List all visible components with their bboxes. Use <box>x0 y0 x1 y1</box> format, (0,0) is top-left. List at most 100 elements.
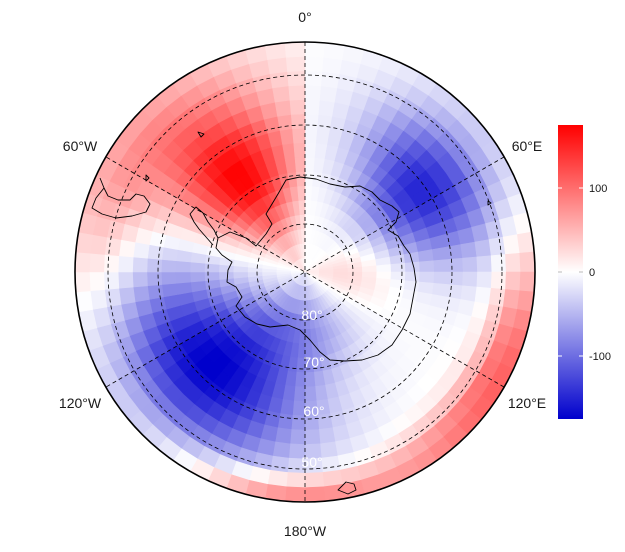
field-cell <box>462 256 478 273</box>
field-cell <box>304 156 316 173</box>
field-cell <box>285 472 306 488</box>
field-cell <box>277 114 293 131</box>
field-cell <box>269 71 290 89</box>
field-cell <box>502 234 521 255</box>
field-cell <box>304 113 320 130</box>
field-cell <box>272 441 291 459</box>
field-cell <box>502 289 521 310</box>
field-cell <box>304 472 325 488</box>
field-cell <box>490 271 507 290</box>
field-cell <box>160 271 177 285</box>
field-cell <box>404 271 421 283</box>
graticule <box>105 42 505 502</box>
field-cell <box>161 282 178 298</box>
peninsula-coastline <box>189 206 219 246</box>
field-cell <box>419 271 435 284</box>
field-cell <box>293 142 306 158</box>
field-cell <box>320 71 341 89</box>
field-cell <box>490 254 507 273</box>
field-cell <box>319 85 338 103</box>
field-cell <box>289 99 306 115</box>
field-cell <box>290 113 306 130</box>
colorbar-tick-neg100: -100 <box>589 351 611 363</box>
map-frame <box>74 41 536 503</box>
field-cell <box>320 455 341 473</box>
field-cell <box>104 287 122 308</box>
field-cell <box>298 199 306 216</box>
field-cell <box>132 271 148 288</box>
field-cell <box>269 455 290 473</box>
field-cell <box>319 441 338 459</box>
field-cell <box>294 371 306 388</box>
field-cell <box>294 156 306 173</box>
lon-label-0: 0° <box>298 9 311 25</box>
field-cell <box>304 328 312 345</box>
field-cell <box>89 271 105 292</box>
field-cell <box>304 99 321 115</box>
field-cell <box>304 142 317 158</box>
field-cell <box>417 249 435 263</box>
lon-label-120w: 120°W <box>59 395 102 411</box>
lon-label-60w: 60°W <box>63 138 98 154</box>
field-cell <box>476 271 493 289</box>
field-cell <box>460 241 478 259</box>
field-cell <box>314 384 328 402</box>
field-cell <box>132 241 150 259</box>
field-cell <box>267 469 288 488</box>
field-cell <box>433 259 450 273</box>
lat-label-50: 50° <box>301 454 322 470</box>
field-cell <box>295 171 306 187</box>
field-cell <box>322 469 343 488</box>
field-cell <box>282 142 296 160</box>
field-cell <box>488 236 506 257</box>
coastlines <box>91 131 492 495</box>
field-cell <box>132 285 150 303</box>
field-cell <box>175 260 191 273</box>
field-cell <box>447 271 464 287</box>
antarctica-coastline <box>215 176 417 362</box>
field-cell <box>284 486 306 502</box>
field-cell <box>274 99 292 117</box>
field-cell <box>117 255 134 273</box>
data-field <box>75 42 535 502</box>
small-island-b <box>487 200 492 206</box>
field-cell <box>267 56 288 75</box>
field-cell <box>284 42 306 58</box>
colorbar-tick-0: 0 <box>589 267 595 279</box>
colorbar-gradient <box>558 125 583 419</box>
south-georgia <box>197 131 205 138</box>
field-cell <box>289 429 306 445</box>
field-cell <box>304 56 325 72</box>
field-cell <box>103 254 120 273</box>
field-cell <box>288 84 306 101</box>
field-cell <box>304 371 316 388</box>
field-cell <box>117 271 134 289</box>
field-cell <box>103 271 120 290</box>
lat-label-80: 80° <box>301 307 322 323</box>
colorbar-tick-100: 100 <box>589 183 607 195</box>
field-cell <box>232 271 249 279</box>
new-zealand-coastline <box>337 481 357 495</box>
field-cell <box>218 271 234 280</box>
colorbar: 100 0 -100 <box>558 125 611 419</box>
field-cell <box>204 271 220 282</box>
field-cell <box>89 289 108 310</box>
field-cell <box>146 257 163 273</box>
field-cell <box>433 271 450 285</box>
field-cell <box>304 42 326 58</box>
field-cell <box>304 70 323 87</box>
field-cell <box>285 56 306 72</box>
field-cell <box>318 427 336 445</box>
field-cell <box>474 286 492 305</box>
field-cell <box>287 70 306 87</box>
field-cell <box>474 239 492 258</box>
field-cell <box>89 252 105 273</box>
field-cell <box>292 127 306 144</box>
field-cell <box>390 262 406 273</box>
field-cell <box>519 251 535 273</box>
field-cell <box>361 265 378 273</box>
field-cell <box>460 285 478 303</box>
lon-label-60e: 60°E <box>512 138 543 154</box>
field-cell <box>175 281 193 295</box>
